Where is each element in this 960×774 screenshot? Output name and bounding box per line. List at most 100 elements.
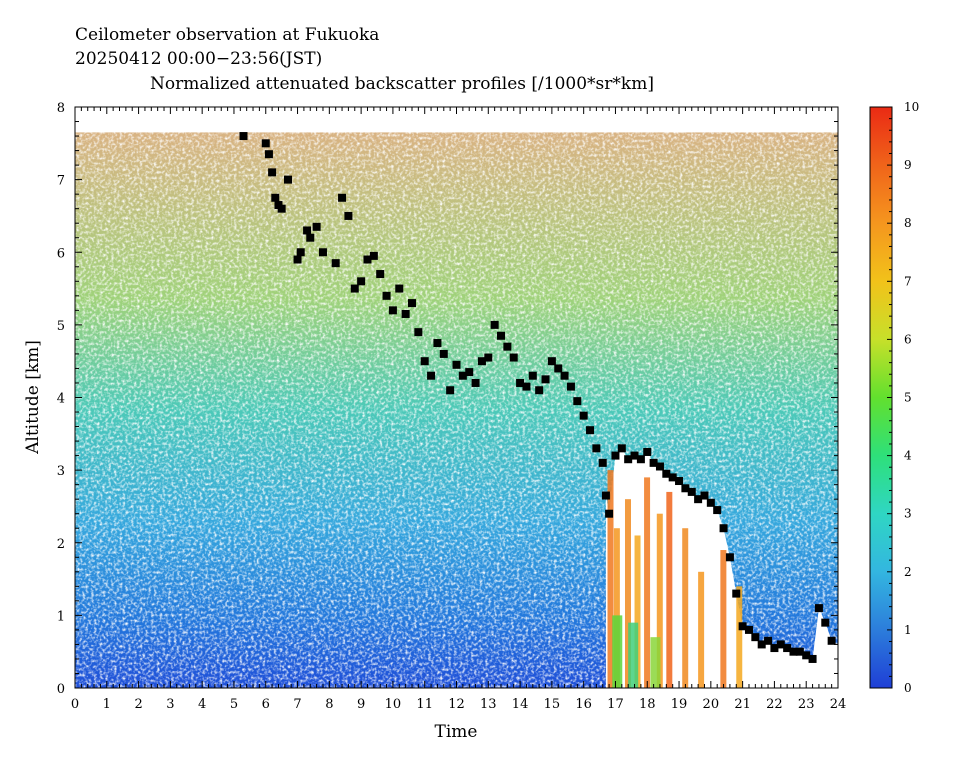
x-tick-label: 2 <box>134 697 142 712</box>
y-tick-label: 6 <box>57 246 65 261</box>
x-tick-label: 0 <box>71 697 79 712</box>
cloud-base-point <box>427 371 436 380</box>
cloud-base-point <box>268 168 277 177</box>
cloud-base-point <box>401 309 410 318</box>
y-tick-label: 0 <box>57 682 65 697</box>
cloud-base-point <box>388 306 397 315</box>
cloud-base-point <box>271 193 280 202</box>
colorbar-tick-label: 3 <box>904 507 912 521</box>
x-tick-label: 4 <box>198 697 206 712</box>
cloud-base-point <box>662 469 671 478</box>
x-tick-label: 18 <box>639 697 656 712</box>
cloud-base-point <box>452 360 461 369</box>
cloud-base-point <box>338 193 347 202</box>
cloud-base-point <box>789 647 798 656</box>
cloud-streak <box>613 528 620 688</box>
cloud-base-point <box>516 378 525 387</box>
x-tick-label: 9 <box>357 697 365 712</box>
colorbar-tick-label: 6 <box>904 332 912 346</box>
x-tick-label: 17 <box>607 697 624 712</box>
cloud-base-point <box>636 455 645 464</box>
colorbar-tick-label: 1 <box>904 623 912 637</box>
cloud-base-point <box>713 506 722 515</box>
cloud-streak <box>736 586 743 688</box>
y-tick-label: 4 <box>57 392 65 407</box>
cloud-base-point <box>407 299 416 308</box>
cloud-base-point <box>808 654 817 663</box>
cloud-base-point <box>318 248 327 257</box>
cloud-base-point <box>497 331 506 340</box>
cloud-base-point <box>344 211 353 220</box>
chart-title-line-2: 20250412 00:00−23:56(JST) <box>75 49 322 69</box>
x-tick-label: 5 <box>230 697 238 712</box>
cloud-base-point <box>541 375 550 384</box>
cloud-streak <box>607 470 614 688</box>
cloud-base-point <box>296 248 305 257</box>
cloud-base-point <box>751 633 760 642</box>
cloud-base-point <box>560 371 569 380</box>
cloud-base-point <box>738 622 747 631</box>
cloud-base-point <box>630 451 639 460</box>
cloud-base-point <box>522 382 531 391</box>
cloud-base-point <box>277 204 286 213</box>
x-tick-label: 8 <box>325 697 333 712</box>
cloud-base-point <box>601 491 610 500</box>
cloud-base-point <box>484 353 493 362</box>
cloud-base-point <box>369 251 378 260</box>
cloud-base-point <box>414 328 423 337</box>
cloud-base-point <box>503 342 512 351</box>
cloud-base-point <box>757 640 766 649</box>
cloud-base-point <box>655 462 664 471</box>
x-tick-label: 22 <box>766 697 783 712</box>
y-tick-label: 3 <box>57 464 65 479</box>
cloud-base-point <box>382 291 391 300</box>
y-axis-label: Altitude [km] <box>23 340 43 455</box>
cloud-base-point <box>465 368 474 377</box>
cloud-base-point <box>395 284 404 293</box>
cloud-base-point <box>264 150 273 159</box>
colorbar-tick-label: 9 <box>904 158 912 172</box>
colorbar-tick-label: 0 <box>904 681 912 695</box>
x-tick-label: 24 <box>830 697 847 712</box>
cloud-base-point <box>795 647 804 656</box>
cloud-streak <box>644 477 651 688</box>
colorbar: 0 1 2 3 4 5 6 7 8 9 10 <box>869 100 919 695</box>
cloud-base-point <box>303 226 312 235</box>
cloud-base-point <box>306 233 315 242</box>
cloud-base-point <box>446 386 455 395</box>
cloud-base-point <box>554 364 563 373</box>
cloud-base-point <box>331 259 340 268</box>
cloud-base-point <box>624 455 633 464</box>
x-tick-label: 21 <box>734 697 751 712</box>
cloud-base-point <box>700 491 709 500</box>
y-tick-label: 7 <box>57 174 65 189</box>
cloud-base-point <box>687 487 696 496</box>
cloud-base-point <box>605 509 614 518</box>
cloud-base-point <box>579 411 588 420</box>
x-tick-label: 16 <box>575 697 592 712</box>
cloud-base-point <box>706 498 715 507</box>
cloud-base-point <box>821 618 830 627</box>
cloud-base-point <box>293 255 302 264</box>
cloud-base-point <box>490 320 499 329</box>
x-tick-label: 3 <box>166 697 174 712</box>
cloud-base-point <box>744 625 753 634</box>
cloud-base-point <box>363 255 372 264</box>
x-tick-label: 13 <box>480 697 497 712</box>
cloud-base-point <box>547 357 556 366</box>
cloud-streak-low <box>628 622 639 688</box>
cloud-base-point <box>719 524 728 533</box>
cloud-base-point <box>284 175 293 184</box>
cloud-base-point <box>376 270 385 279</box>
x-tick-label: 1 <box>103 697 111 712</box>
cloud-base-point <box>814 604 823 613</box>
cloud-base-point <box>764 636 773 645</box>
cloud-base-point <box>509 353 518 362</box>
x-tick-label: 19 <box>671 697 688 712</box>
cloud-base-point <box>592 444 601 453</box>
x-axis-label: Time <box>435 722 478 742</box>
cloud-base-point <box>770 644 779 653</box>
cloud-base-point <box>312 222 321 231</box>
cloud-base-point <box>694 495 703 504</box>
